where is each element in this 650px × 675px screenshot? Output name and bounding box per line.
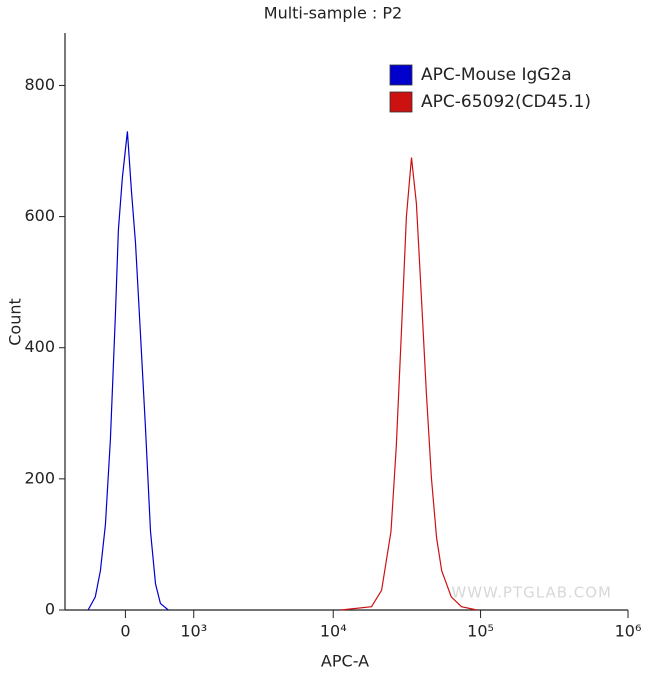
chart-title: Multi-sample : P2 [264,4,402,23]
histogram-line [340,157,478,611]
watermark: WWW.PTGLAB.COM [451,584,612,602]
y-tick-label: 0 [45,600,55,619]
histogram-line [87,131,169,611]
y-tick-label: 800 [24,75,55,94]
legend-swatch [389,91,413,113]
y-tick-label: 200 [24,468,55,487]
y-tick-label: 400 [24,337,55,356]
y-axis-label: Count [6,298,25,346]
x-tick-label: 10⁵ [467,622,494,641]
legend-label: APC-Mouse IgG2a [421,65,572,85]
legend-label: APC-65092(CD45.1) [421,92,591,112]
y-tick-label: 600 [24,206,55,225]
x-tick-label: 10³ [180,622,207,641]
x-tick-label: 10⁶ [615,622,642,641]
x-axis-label: APC-A [321,652,369,671]
x-tick-label: 10⁴ [320,622,347,641]
legend-swatch [389,64,413,86]
x-tick-label: 0 [120,622,130,641]
